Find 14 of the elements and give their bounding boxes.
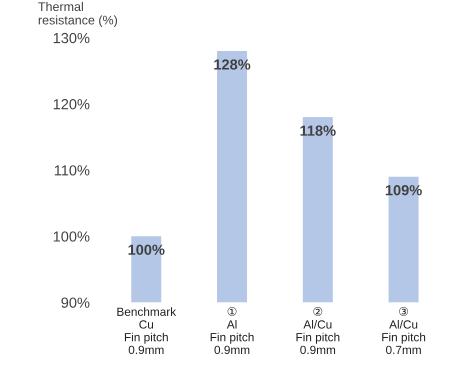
x-tick-label: Benchmark Cu Fin pitch 0.9mm [117,307,176,354]
x-tick-label: ③ Al/Cu Fin pitch 0.7mm [382,307,426,354]
data-label: 128% [214,59,250,70]
data-label: 100% [128,244,165,255]
y-axis-title: Thermal resistance (%) [38,2,118,27]
y-tick-label: 90% [61,298,90,308]
y-tick-label: 130% [54,32,90,44]
y-tick-label: 100% [54,231,90,242]
y-tick-label: 110% [54,165,90,176]
x-tick-label: ① Al Fin pitch 0.9mm [210,307,254,354]
x-tick-label: ② Al/Cu Fin pitch 0.9mm [296,307,340,354]
y-tick-label: 120% [54,99,90,110]
data-label: 118% [300,126,336,136]
data-label: 109% [386,185,422,196]
